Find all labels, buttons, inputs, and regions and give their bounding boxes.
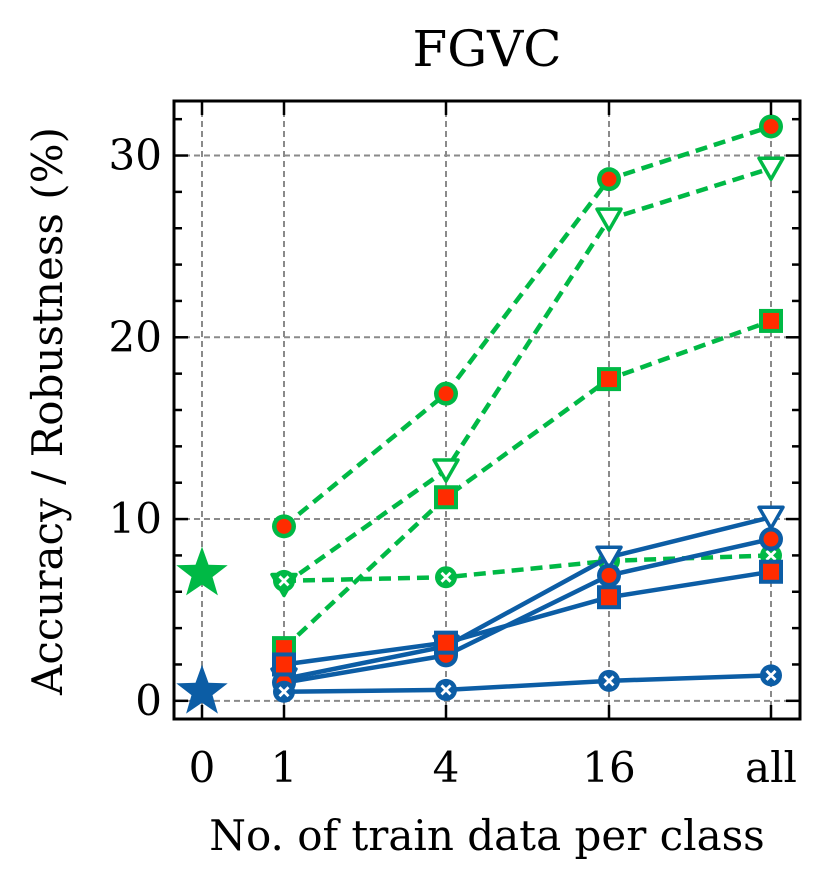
green-triangle-point-all-shape — [757, 156, 785, 182]
green-circle-point-16-inner — [601, 171, 617, 187]
green-triangle-point-4-shape — [432, 458, 460, 483]
blue-triangle-point-all — [757, 505, 785, 530]
green-square-point-4-inner — [438, 489, 454, 506]
blue-cross-point-1 — [273, 680, 295, 703]
green-circle-point-4-inner — [438, 386, 454, 402]
x-tick-label-1: 1 — [271, 743, 298, 792]
blue-zero-shot-star — [176, 664, 228, 714]
blue-cross-point-16-cross — [603, 675, 615, 687]
green-square-point-1-inner — [276, 640, 292, 657]
blue-square-point-all-inner — [763, 563, 779, 580]
y-tick-label-0: 0 — [135, 676, 162, 725]
green-cross-point-all-cross — [765, 549, 777, 561]
green-square-point-16-inner — [601, 371, 617, 388]
blue-triangle-line — [283, 515, 772, 682]
blue-triangle-point-all-shape — [757, 505, 785, 530]
blue-circle-point-all-inner — [763, 531, 779, 547]
blue-square-point-16-inner — [601, 589, 617, 606]
blue-cross-point-all-cross — [765, 669, 777, 681]
blue-cross-point-all — [760, 664, 782, 687]
green-circle-point-all-inner — [763, 118, 779, 134]
green-triangle-point-16-shape — [595, 207, 623, 232]
axes: 0 10 20 30 0 1 4 16 all — [109, 99, 802, 792]
blue-triangle-point-16-shape — [595, 545, 623, 570]
green-triangle-line — [282, 166, 772, 587]
green-circle-point-4 — [434, 381, 458, 406]
green-square-point-16 — [597, 367, 621, 392]
blue-circle-point-16 — [597, 563, 621, 588]
series-layer — [176, 114, 785, 714]
green-circle-point-1-inner — [276, 518, 292, 534]
green-zero-shot-star — [176, 546, 228, 596]
green-cross-point-1 — [273, 569, 295, 592]
blue-circle-point-16-inner — [601, 567, 617, 583]
green-circle-point-1 — [272, 514, 296, 539]
green-circle-point-all — [759, 114, 783, 139]
green-triangle-point-all — [757, 156, 785, 182]
y-tick-label-10: 10 — [109, 494, 162, 543]
blue-square-point-16 — [597, 585, 621, 610]
blue-circle-point-all — [759, 527, 783, 552]
blue-cross-point-1-cross — [278, 686, 290, 698]
blue-square-point-4 — [434, 630, 458, 655]
x-tick-label-all: all — [745, 743, 797, 792]
blue-square-point-all — [759, 559, 783, 584]
y-tick-label-30: 30 — [109, 131, 162, 180]
blue-square-line — [283, 569, 772, 667]
x-tick-label-16: 16 — [582, 743, 635, 792]
blue-cross-point-4-cross — [440, 684, 452, 696]
x-tick-label-0: 0 — [189, 743, 216, 792]
green-cross-point-1-cross — [278, 575, 290, 587]
blue-triangle-point-16 — [595, 545, 623, 570]
chart-title: FGVC — [413, 20, 562, 78]
blue-square-point-1-inner — [276, 656, 292, 673]
y-axis-label: Accuracy / Robustness (%) — [23, 127, 72, 696]
green-square-point-all-inner — [763, 312, 779, 329]
blue-cross-point-4 — [435, 678, 457, 701]
blue-square-point-1 — [272, 652, 296, 677]
blue-square-point-4-inner — [438, 634, 454, 651]
green-square-line — [282, 318, 772, 650]
green-triangle-point-16 — [595, 207, 623, 232]
green-cross-point-4 — [435, 566, 457, 589]
x-axis-label: No. of train data per class — [209, 811, 764, 860]
green-circle-line — [282, 124, 772, 529]
blue-cross-point-16 — [598, 669, 620, 692]
green-cross-point-4-cross — [440, 571, 452, 583]
green-triangle-point-4 — [432, 458, 460, 483]
green-square-point-4 — [434, 485, 458, 510]
blue-circle-line — [283, 536, 772, 685]
blue-cross-line — [283, 673, 772, 694]
x-tick-label-4: 4 — [433, 743, 460, 792]
green-circle-point-16 — [597, 167, 621, 192]
green-square-point-all — [759, 308, 783, 333]
y-tick-label-20: 20 — [109, 312, 162, 361]
